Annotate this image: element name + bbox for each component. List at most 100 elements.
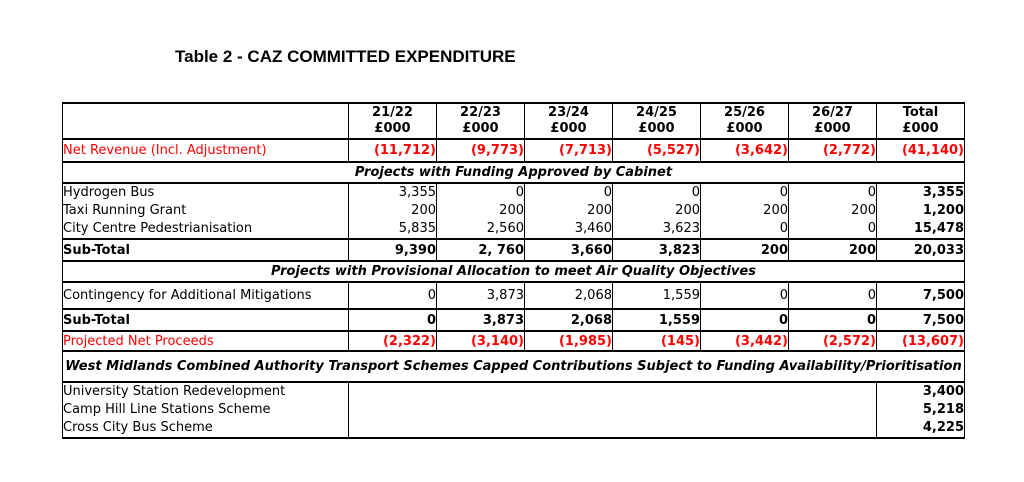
subtotal-value: 1,559: [612, 308, 701, 332]
approved-subtotal-row: Sub-Total 9,390 2, 760 3,660 3,823 200 2…: [62, 238, 965, 262]
section-approved-title: Projects with Funding Approved by Cabine…: [62, 161, 965, 184]
cell-value: 0: [779, 221, 788, 236]
net-revenue-value: (5,527): [612, 138, 701, 163]
header-col-24-25: 24/25 £000: [612, 102, 701, 140]
contingency-value: 3,873: [436, 281, 525, 310]
subtotal-value: 200: [700, 238, 789, 262]
net-revenue-value: (7,713): [524, 138, 613, 163]
unit-label: £000: [902, 121, 939, 136]
cell-value: 200: [851, 203, 876, 218]
approved-values-21-22: 3,355 200 5,835: [348, 182, 437, 240]
section-provisional-title: Projects with Provisional Allocation to …: [62, 260, 965, 283]
cell-value: 2,560: [486, 221, 524, 236]
projected-value: (2,572): [788, 330, 877, 352]
subtotal-value: 200: [788, 238, 877, 262]
contingency-value: 0: [700, 281, 789, 310]
net-revenue-label: Net Revenue (Incl. Adjustment): [62, 138, 349, 163]
net-revenue-value: (9,773): [436, 138, 525, 163]
net-revenue-value: (3,642): [700, 138, 789, 163]
caz-expenditure-table: 21/22 £000 22/23 £000 23/24 £000 24/25 £…: [62, 102, 965, 439]
table-title: Table 2 - CAZ COMMITTED EXPENDITURE: [175, 47, 516, 66]
header-col-26-27: 26/27 £000: [788, 102, 877, 140]
contingency-value: 0: [348, 281, 437, 310]
cell-value: 3,460: [574, 221, 612, 236]
year-label: Total: [902, 105, 939, 120]
wmca-projects-row: University Station Redevelopment Camp Hi…: [62, 381, 965, 439]
cell-value: 5,218: [922, 402, 964, 417]
wmca-totals: 3,400 5,218 4,225: [876, 381, 965, 439]
project-label: City Centre Pedestrianisation: [63, 221, 253, 236]
cell-value: 0: [691, 185, 700, 200]
unit-label: £000: [462, 121, 499, 136]
year-label: 22/23: [460, 105, 501, 120]
approved-projects-row: Hydrogen Bus Taxi Running Grant City Cen…: [62, 182, 965, 240]
cell-value: 5,835: [398, 221, 436, 236]
projected-label: Projected Net Proceeds: [62, 330, 349, 352]
contingency-value: 1,559: [612, 281, 701, 310]
cell-value: 3,355: [922, 185, 964, 200]
project-label: Taxi Running Grant: [63, 203, 187, 218]
year-label: 23/24: [548, 105, 589, 120]
project-label: Hydrogen Bus: [63, 185, 155, 200]
subtotal-total: 7,500: [876, 308, 965, 332]
year-label: 26/27: [812, 105, 853, 120]
header-col-total: Total £000: [876, 102, 965, 140]
subtotal-total: 20,033: [876, 238, 965, 262]
cell-value: 200: [763, 203, 788, 218]
net-revenue-total: (41,140): [876, 138, 965, 163]
year-label: 21/22: [372, 105, 413, 120]
cell-value: 3,355: [398, 185, 436, 200]
contingency-total: 7,500: [876, 281, 965, 310]
cell-value: 3,623: [662, 221, 700, 236]
contingency-label: Contingency for Additional Mitigations: [62, 281, 349, 310]
approved-values-22-23: 0 200 2,560: [436, 182, 525, 240]
unit-label: £000: [638, 121, 675, 136]
projected-net-proceeds-row: Projected Net Proceeds (2,322) (3,140) (…: [62, 330, 965, 352]
header-col-23-24: 23/24 £000: [524, 102, 613, 140]
wmca-project-labels: University Station Redevelopment Camp Hi…: [62, 381, 349, 439]
header-empty-cell: [62, 102, 349, 140]
projected-value: (2,322): [348, 330, 437, 352]
net-revenue-row: Net Revenue (Incl. Adjustment) (11,712) …: [62, 138, 965, 163]
cell-value: 200: [411, 203, 436, 218]
unit-label: £000: [550, 121, 587, 136]
header-col-21-22: 21/22 £000: [348, 102, 437, 140]
projected-value: (3,442): [700, 330, 789, 352]
net-revenue-value: (11,712): [348, 138, 437, 163]
section-wmca-row: West Midlands Combined Authority Transpo…: [62, 350, 965, 383]
subtotal-value: 9,390: [348, 238, 437, 262]
subtotal-value: 2,068: [524, 308, 613, 332]
cell-value: 200: [587, 203, 612, 218]
unit-label: £000: [374, 121, 411, 136]
cell-value: 0: [603, 185, 612, 200]
cell-value: 0: [779, 185, 788, 200]
approved-values-total: 3,355 1,200 15,478: [876, 182, 965, 240]
provisional-subtotal-row: Sub-Total 0 3,873 2,068 1,559 0 0 7,500: [62, 308, 965, 332]
approved-values-24-25: 0 200 3,623: [612, 182, 701, 240]
header-row: 21/22 £000 22/23 £000 23/24 £000 24/25 £…: [62, 102, 965, 140]
subtotal-value: 0: [348, 308, 437, 332]
header-col-22-23: 22/23 £000: [436, 102, 525, 140]
section-provisional-row: Projects with Provisional Allocation to …: [62, 260, 965, 283]
projected-value: (145): [612, 330, 701, 352]
cell-value: 0: [867, 221, 876, 236]
net-revenue-value: (2,772): [788, 138, 877, 163]
cell-value: 4,225: [922, 420, 964, 435]
cell-value: 3,400: [922, 384, 964, 399]
subtotal-value: 3,873: [436, 308, 525, 332]
project-label: Camp Hill Line Stations Scheme: [63, 402, 271, 417]
project-label: Cross City Bus Scheme: [63, 420, 213, 435]
section-wmca-title: West Midlands Combined Authority Transpo…: [62, 350, 965, 383]
cell-value: 15,478: [913, 221, 964, 236]
subtotal-value: 3,823: [612, 238, 701, 262]
contingency-value: 2,068: [524, 281, 613, 310]
approved-values-25-26: 0 200 0: [700, 182, 789, 240]
approved-values-26-27: 0 200 0: [788, 182, 877, 240]
subtotal-label: Sub-Total: [62, 238, 349, 262]
subtotal-value: 3,660: [524, 238, 613, 262]
contingency-row: Contingency for Additional Mitigations 0…: [62, 281, 965, 310]
subtotal-value: 0: [700, 308, 789, 332]
subtotal-value: 2, 760: [436, 238, 525, 262]
approved-values-23-24: 0 200 3,460: [524, 182, 613, 240]
